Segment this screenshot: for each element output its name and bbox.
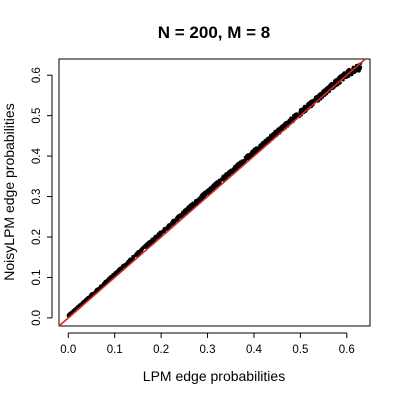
data-point [261, 142, 265, 146]
scatter-point [116, 269, 120, 273]
data-point [159, 231, 163, 235]
y-axis: 0.0 0.1 0.2 0.3 0.4 0.5 0.6 [31, 67, 53, 326]
scatter-point [166, 226, 170, 230]
scatter-point [126, 260, 130, 264]
scatter-point [190, 202, 194, 206]
y-tick-label: 0.1 [31, 269, 43, 285]
data-point [122, 264, 126, 268]
scatter-point [222, 177, 226, 181]
identity-reference-line [58, 58, 366, 327]
data-point [243, 158, 247, 162]
data-point [280, 127, 284, 131]
data-point [150, 239, 154, 243]
scatter-point [296, 113, 299, 117]
plot-frame [58, 58, 371, 327]
data-point [103, 281, 107, 285]
scatter-point [183, 208, 187, 212]
scatter-point [137, 249, 141, 253]
data-point [224, 174, 228, 178]
scatter-point [259, 144, 263, 148]
scatter-point [172, 221, 176, 225]
scatter-point [111, 274, 115, 278]
scatter-point [146, 241, 150, 245]
y-tick-label: 0.6 [31, 67, 43, 83]
data-point [206, 190, 210, 194]
x-tick-label: 0.1 [107, 344, 123, 356]
data-point [168, 223, 172, 227]
scatter-point [315, 97, 319, 101]
scatter-point [235, 163, 239, 167]
scatter-point [329, 82, 333, 86]
scatter-point [318, 93, 322, 97]
data-point [252, 150, 256, 154]
scatter-point [162, 227, 166, 231]
scatter-point [181, 210, 185, 214]
y-tick-label: 0.3 [31, 189, 43, 205]
x-tick-label: 0.6 [339, 344, 355, 356]
scatter-point [249, 151, 253, 155]
scatter-point [180, 213, 184, 217]
data-point [178, 214, 182, 218]
scatter-point [332, 79, 336, 83]
scatter-point [156, 234, 160, 238]
scatter-point [208, 189, 212, 193]
data-point [233, 166, 237, 170]
scatter-point [336, 76, 340, 80]
x-tick-label: 0.2 [153, 344, 169, 356]
scatter-point [275, 131, 279, 135]
x-tick-label: 0.4 [246, 344, 263, 356]
scatter-point [184, 211, 188, 215]
x-tick-label: 0.0 [60, 344, 76, 356]
scatter-point [237, 163, 241, 167]
scatter-point [268, 137, 272, 141]
scatter-point [195, 201, 199, 205]
scatter-point [125, 262, 129, 266]
scatter-point [308, 100, 312, 104]
scatter-point [210, 185, 214, 189]
scatter-point [353, 70, 357, 74]
data-point [298, 111, 302, 115]
chart-title: N = 200, M = 8 [158, 23, 270, 42]
scatter-point [72, 308, 76, 312]
scatter-point [322, 89, 326, 93]
scatter-point [202, 194, 206, 198]
data-point [187, 206, 191, 210]
scatter-point [101, 283, 105, 287]
scatter-point [282, 123, 286, 127]
y-tick-label: 0.0 [31, 310, 43, 326]
scatter-point [303, 106, 307, 110]
scatter-point [119, 266, 123, 270]
x-tick-label: 0.3 [200, 344, 216, 356]
scatter-point [202, 191, 206, 195]
scatter-point [176, 217, 180, 221]
y-tick-label: 0.4 [31, 148, 43, 165]
x-axis-label: LPM edge probabilities [143, 368, 285, 384]
scatter-point [357, 69, 361, 73]
data-point [215, 182, 219, 186]
data-point [196, 198, 200, 202]
data-point [131, 256, 135, 260]
y-axis-label: NoisyLPM edge probabilities [1, 103, 17, 280]
scatter-point [143, 244, 147, 248]
scatter-point [136, 253, 140, 257]
scatter-point [339, 73, 343, 77]
data-point [113, 272, 117, 276]
x-tick-label: 0.5 [292, 344, 308, 356]
scatter-point [255, 149, 259, 153]
data-point [289, 118, 293, 122]
data-point [271, 134, 275, 138]
scatter-point [346, 69, 350, 73]
scatter-point [218, 179, 221, 183]
y-tick-label: 0.5 [31, 108, 43, 124]
x-axis: 0.0 0.1 0.2 0.3 0.4 0.5 0.6 [60, 332, 355, 356]
scatter-point [266, 139, 270, 143]
data-point [141, 247, 145, 251]
scatter-point [245, 154, 249, 158]
data-point [359, 65, 363, 69]
y-tick-label: 0.2 [31, 229, 43, 245]
scatter-point [199, 193, 203, 197]
